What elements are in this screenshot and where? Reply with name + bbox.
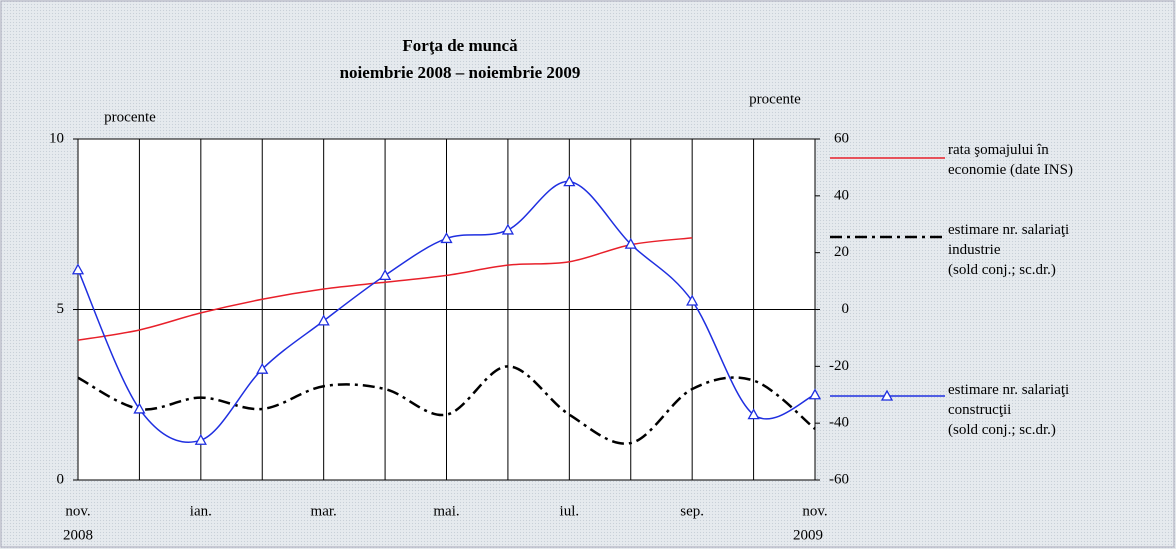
y2-tick-label: 20 [834,244,849,260]
legend-label: rata şomajului în economie (date INS) [948,142,1073,178]
y2-tick-label: 0 [842,301,850,317]
point [71,263,85,275]
series-line [77,365,816,445]
point [501,223,515,235]
point [256,362,269,374]
y2-tick-label: -20 [829,358,849,374]
y2-tick-label: -40 [829,415,849,431]
point [747,408,760,420]
y-tick-label: 0 [57,471,65,487]
point [686,294,699,306]
point [378,269,392,281]
year-label: 2009 [793,527,823,543]
y-tick-label: 5 [57,301,65,317]
point [624,237,637,249]
point [317,314,330,326]
series-line [77,237,693,341]
y2-tick-label: 40 [834,187,849,203]
y2-tick-label: -60 [829,471,849,487]
x-tick-label: sep. [680,503,704,519]
point [440,232,453,244]
y2-tick-label: 60 [834,130,849,146]
y-tick-label: 10 [49,130,64,146]
x-tick-label: nov. [802,503,827,519]
x-tick-label: nov. [65,503,90,519]
year-label: 2008 [63,527,93,543]
chart-subtitle: noiembrie 2008 – noiembrie 2009 [340,63,581,82]
legend-label: estimare nr. salariaţi construcţii (sold… [948,382,1070,438]
x-tick-label: mai. [433,503,459,519]
point [563,175,576,187]
legend-marker [880,389,894,401]
x-tick-label: ian. [190,503,212,519]
chart-title: Forţa de muncă [402,36,518,55]
point [194,433,207,445]
point [808,388,822,400]
legend-label: estimare nr. salariaţi industrie (sold c… [948,222,1070,278]
y2-axis-label: procente [749,91,801,107]
x-tick-label: mar. [311,503,337,519]
x-tick-label: iul. [560,503,580,519]
y-axis-label: procente [104,109,156,125]
point [133,402,146,414]
